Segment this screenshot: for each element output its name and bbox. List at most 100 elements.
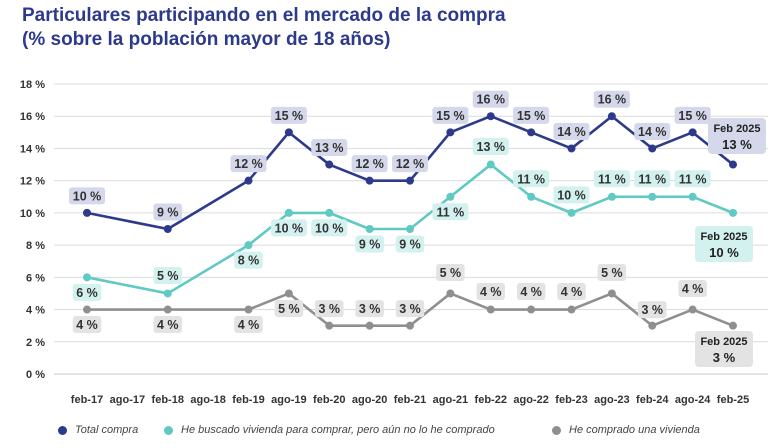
data-point-total [729, 160, 737, 169]
data-label-comprado: 3 % [318, 302, 340, 316]
data-label-buscado: 5 % [157, 269, 179, 283]
data-label-bg [153, 316, 182, 334]
data-label-bg [355, 300, 384, 318]
data-label-bg [351, 155, 388, 173]
x-tick-label: feb-23 [555, 394, 587, 406]
data-label-bg [270, 219, 307, 237]
data-label-comprado: 4 % [238, 318, 260, 332]
data-point-comprado [688, 305, 697, 314]
data-point-buscado [729, 208, 737, 217]
data-label-buscado: 11 % [638, 172, 666, 186]
data-point-buscado [83, 273, 91, 282]
data-point-comprado [83, 305, 91, 314]
x-tick-label: ago-23 [594, 394, 629, 406]
data-point-total [83, 208, 91, 217]
data-point-buscado [365, 225, 374, 233]
data-label-bg [634, 170, 671, 188]
data-label-total: 14 % [557, 125, 586, 139]
data-label-comprado: 4 % [682, 282, 704, 296]
data-label-bg [674, 106, 711, 124]
data-label-comprado: 5 % [440, 266, 462, 280]
data-label-bg [311, 219, 348, 237]
data-label-buscado: 10 % [557, 188, 586, 202]
x-tick-label: ago-17 [110, 394, 145, 406]
data-label-bg [72, 316, 102, 334]
data-label-bg [432, 106, 469, 124]
end-annotation-value-buscado: 10 % [709, 245, 739, 260]
data-point-total [486, 112, 495, 121]
data-label-buscado: 11 % [517, 172, 545, 186]
data-label-total: 10 % [73, 189, 102, 203]
data-point-buscado [163, 289, 172, 298]
data-label-bg [593, 170, 630, 188]
data-point-buscado [244, 241, 253, 250]
data-label-bg [230, 155, 267, 173]
x-tick-label: ago-19 [271, 394, 306, 406]
data-label-bg [597, 263, 627, 281]
x-tick-label: feb-20 [313, 394, 345, 406]
data-label-bg [72, 283, 102, 301]
data-label-buscado: 8 % [238, 254, 260, 268]
data-label-bg [638, 301, 667, 319]
legend-marker-comprado [552, 425, 561, 435]
y-tick-label: 8 % [26, 240, 45, 252]
title-line-1: Particulares participando en el mercado … [22, 5, 506, 26]
data-label-bg [472, 138, 509, 156]
data-label-comprado: 5 % [278, 302, 300, 316]
data-label-total: 14 % [638, 125, 667, 139]
data-label-bg [315, 300, 344, 318]
data-label-total: 15 % [436, 109, 465, 123]
data-point-total [446, 128, 455, 137]
data-point-total [527, 128, 536, 137]
data-point-total [325, 160, 334, 169]
data-label-bg [234, 316, 263, 334]
data-point-comprado [446, 289, 455, 298]
data-label-buscado: 11 % [598, 172, 626, 186]
data-label-buscado: 11 % [679, 172, 707, 186]
data-label-bg [634, 122, 671, 140]
data-point-buscado [284, 208, 293, 217]
data-point-comprado [365, 321, 374, 330]
data-point-buscado [446, 192, 455, 201]
data-label-bg [513, 106, 550, 124]
data-label-bg [516, 283, 546, 301]
data-point-buscado [567, 208, 576, 217]
y-tick-label: 2 % [26, 337, 45, 349]
line-chart: 0 % 2 % 4 % 6 % 8 % 10 % 12 % 14 % 16 % 18 % feb-1… [20, 79, 768, 406]
data-label-buscado: 10 % [275, 221, 304, 235]
data-point-comprado [527, 305, 536, 314]
data-point-comprado [648, 321, 657, 330]
data-point-buscado [486, 160, 495, 169]
data-label-comprado: 4 % [76, 318, 98, 332]
data-label-total: 15 % [517, 109, 546, 123]
data-label-total: 12 % [234, 157, 263, 171]
end-annotation-date-buscado: Feb 2025 [700, 231, 747, 243]
data-label-comprado: 4 % [561, 285, 583, 299]
y-tick-label: 10 % [20, 208, 45, 220]
x-tick-label: feb-24 [636, 394, 669, 406]
data-point-comprado [486, 305, 495, 314]
data-point-buscado [648, 192, 657, 201]
data-label-comprado: 4 % [157, 318, 179, 332]
data-label-bg [513, 170, 550, 188]
x-tick-label: feb-22 [475, 394, 507, 406]
data-label-buscado: 11 % [436, 205, 464, 219]
x-tick-label: ago-22 [513, 394, 548, 406]
data-label-bg [472, 90, 509, 108]
data-label-bg [395, 235, 425, 253]
data-label-bg [392, 155, 428, 173]
data-label-bg [593, 90, 630, 108]
data-point-buscado [527, 192, 536, 201]
data-label-total: 9 % [157, 206, 179, 220]
data-point-total [648, 144, 657, 153]
y-tick-label: 18 % [20, 79, 45, 91]
data-label-bg [678, 280, 707, 298]
data-point-total [163, 225, 172, 233]
legend-label-comprado: He comprado una vivienda [569, 424, 700, 436]
data-label-bg [553, 122, 590, 140]
data-label-total: 15 % [275, 109, 304, 123]
data-label-bg [69, 187, 105, 205]
data-point-comprado [284, 289, 293, 298]
data-point-total [244, 176, 253, 185]
y-tick-label: 0 % [26, 369, 45, 381]
